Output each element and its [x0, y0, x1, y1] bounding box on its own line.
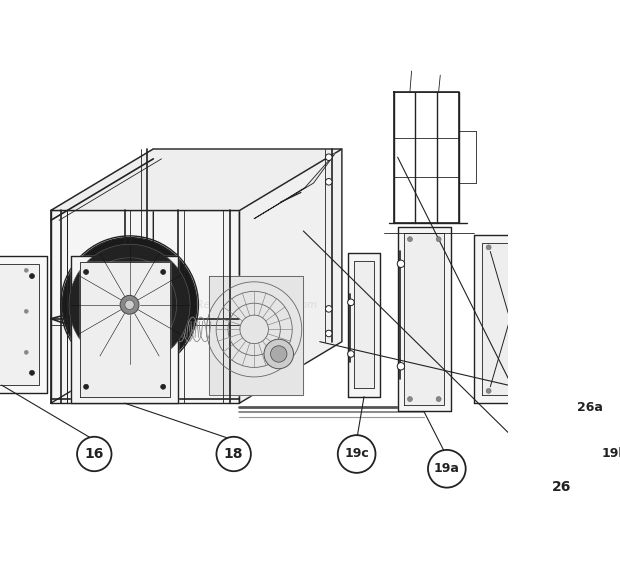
Circle shape	[556, 347, 560, 351]
Circle shape	[326, 306, 332, 312]
Circle shape	[109, 284, 149, 325]
Polygon shape	[348, 253, 379, 397]
Circle shape	[556, 316, 560, 320]
Circle shape	[77, 437, 112, 471]
Circle shape	[397, 362, 405, 370]
Circle shape	[486, 388, 491, 393]
Circle shape	[436, 237, 441, 242]
Polygon shape	[482, 243, 538, 395]
Circle shape	[397, 260, 405, 268]
Circle shape	[539, 355, 546, 361]
Circle shape	[69, 244, 190, 365]
Text: eReplacementParts.com: eReplacementParts.com	[190, 300, 317, 310]
Polygon shape	[474, 235, 546, 403]
Circle shape	[30, 370, 35, 375]
Circle shape	[326, 154, 332, 161]
Circle shape	[436, 397, 441, 401]
Circle shape	[326, 330, 332, 337]
Text: 19c: 19c	[344, 447, 369, 460]
Circle shape	[264, 339, 293, 369]
Circle shape	[556, 332, 560, 336]
Circle shape	[596, 435, 620, 473]
Polygon shape	[209, 276, 303, 395]
Circle shape	[338, 435, 376, 473]
Polygon shape	[79, 262, 170, 397]
Text: 26a: 26a	[577, 401, 603, 414]
Circle shape	[428, 450, 466, 488]
Circle shape	[120, 296, 139, 314]
Circle shape	[24, 350, 29, 355]
Text: 19a: 19a	[434, 463, 460, 475]
Text: 19b: 19b	[602, 447, 620, 460]
Polygon shape	[51, 211, 239, 403]
Circle shape	[82, 258, 177, 352]
Polygon shape	[254, 153, 335, 219]
Circle shape	[539, 277, 546, 283]
Polygon shape	[239, 149, 342, 403]
Circle shape	[572, 388, 609, 426]
Circle shape	[96, 271, 163, 338]
Circle shape	[326, 179, 332, 185]
Polygon shape	[397, 227, 451, 411]
Circle shape	[529, 245, 534, 250]
Circle shape	[161, 270, 166, 274]
Text: 16: 16	[84, 447, 104, 461]
Circle shape	[544, 470, 579, 504]
Polygon shape	[51, 149, 342, 211]
Circle shape	[30, 274, 35, 279]
Polygon shape	[71, 256, 178, 403]
Polygon shape	[51, 149, 153, 403]
Circle shape	[348, 299, 354, 306]
Polygon shape	[0, 256, 46, 393]
Circle shape	[348, 351, 354, 357]
Text: 26: 26	[552, 480, 571, 494]
Text: 18: 18	[224, 447, 244, 461]
Polygon shape	[0, 264, 38, 385]
Circle shape	[161, 384, 166, 389]
Circle shape	[216, 437, 251, 471]
Circle shape	[407, 237, 412, 242]
Circle shape	[529, 388, 534, 393]
Circle shape	[486, 245, 491, 250]
Circle shape	[84, 384, 89, 389]
Circle shape	[24, 309, 29, 314]
Circle shape	[24, 268, 29, 273]
Circle shape	[407, 397, 412, 401]
Circle shape	[84, 270, 89, 274]
Polygon shape	[404, 233, 445, 405]
Circle shape	[270, 346, 287, 362]
Polygon shape	[354, 261, 374, 388]
Circle shape	[63, 238, 197, 372]
Circle shape	[125, 300, 135, 310]
